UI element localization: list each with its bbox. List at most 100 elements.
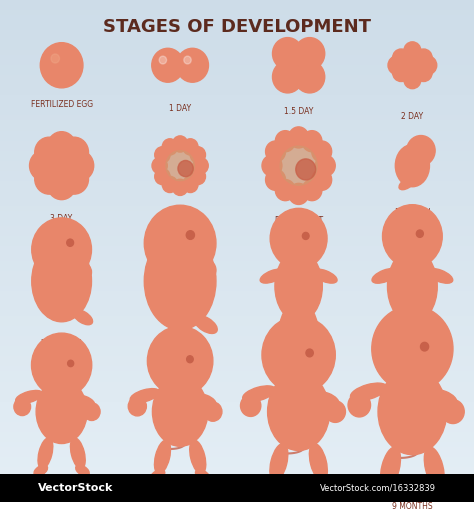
Bar: [0, 221, 474, 226]
Bar: [0, 492, 474, 497]
Circle shape: [193, 157, 208, 174]
Bar: [0, 0, 474, 5]
Ellipse shape: [381, 447, 401, 489]
Text: 3 MONTHS: 3 MONTHS: [160, 339, 201, 348]
Ellipse shape: [372, 268, 398, 283]
Bar: [0, 10, 474, 15]
Bar: [0, 382, 474, 386]
Ellipse shape: [312, 269, 337, 283]
Circle shape: [273, 38, 303, 69]
Text: 7 MONTHS: 7 MONTHS: [160, 487, 201, 496]
Ellipse shape: [275, 251, 322, 321]
Bar: [0, 266, 474, 271]
Bar: [0, 191, 474, 196]
Circle shape: [184, 56, 191, 64]
Circle shape: [52, 155, 71, 176]
Text: 4 DAY: 4 DAY: [169, 214, 191, 223]
Circle shape: [262, 316, 335, 393]
Text: 1 DAY: 1 DAY: [169, 104, 191, 113]
Text: 2 DAY: 2 DAY: [401, 112, 423, 121]
Circle shape: [388, 56, 405, 74]
Circle shape: [392, 63, 410, 82]
Ellipse shape: [36, 380, 87, 444]
Ellipse shape: [243, 386, 275, 402]
Bar: [0, 412, 474, 416]
Circle shape: [51, 54, 60, 63]
Text: VectorStock: VectorStock: [38, 483, 113, 493]
Circle shape: [68, 360, 73, 366]
Circle shape: [416, 230, 423, 238]
Circle shape: [294, 61, 325, 93]
Bar: [0, 416, 474, 422]
Bar: [0, 352, 474, 356]
Circle shape: [392, 49, 410, 67]
Circle shape: [182, 139, 198, 155]
Circle shape: [240, 395, 261, 416]
Circle shape: [265, 169, 285, 190]
Bar: [0, 171, 474, 176]
Circle shape: [152, 49, 184, 82]
Circle shape: [415, 63, 432, 82]
Bar: [0, 160, 474, 166]
Bar: [0, 487, 474, 492]
Circle shape: [312, 169, 332, 190]
Bar: [0, 296, 474, 301]
Bar: [0, 201, 474, 206]
Bar: [0, 291, 474, 296]
Circle shape: [315, 155, 335, 176]
Bar: [0, 286, 474, 291]
Bar: [0, 206, 474, 211]
Circle shape: [35, 137, 64, 168]
Circle shape: [29, 150, 58, 181]
Bar: [0, 130, 474, 135]
Ellipse shape: [194, 315, 217, 334]
Text: FERTILIZED EGG: FERTILIZED EGG: [30, 100, 93, 109]
Circle shape: [67, 239, 73, 246]
Ellipse shape: [399, 178, 414, 190]
Ellipse shape: [395, 145, 429, 187]
Ellipse shape: [75, 396, 95, 408]
Circle shape: [190, 169, 206, 184]
Bar: [0, 482, 474, 487]
Circle shape: [404, 71, 421, 89]
Ellipse shape: [375, 343, 381, 354]
Bar: [0, 402, 474, 407]
Bar: [0, 226, 474, 231]
Bar: [0, 96, 474, 100]
Ellipse shape: [310, 444, 328, 481]
Bar: [0, 467, 474, 472]
Circle shape: [60, 137, 89, 168]
Bar: [0, 231, 474, 236]
Bar: [0, 246, 474, 251]
Circle shape: [35, 164, 64, 194]
Bar: [0, 437, 474, 442]
Circle shape: [348, 393, 371, 417]
Circle shape: [147, 327, 213, 396]
Bar: [0, 55, 474, 60]
Bar: [0, 65, 474, 71]
Circle shape: [65, 150, 94, 181]
Ellipse shape: [144, 233, 216, 330]
Text: 1 MONTH: 1 MONTH: [394, 208, 430, 217]
Bar: [0, 135, 474, 141]
Circle shape: [302, 179, 322, 201]
Circle shape: [74, 263, 91, 281]
Circle shape: [262, 155, 282, 176]
Bar: [0, 110, 474, 115]
Ellipse shape: [316, 477, 332, 490]
Bar: [0, 427, 474, 432]
Ellipse shape: [150, 470, 165, 481]
Circle shape: [383, 205, 442, 268]
Bar: [0, 452, 474, 457]
Circle shape: [47, 169, 76, 200]
Circle shape: [83, 403, 100, 421]
Ellipse shape: [38, 438, 53, 469]
Bar: [0, 100, 474, 105]
Ellipse shape: [71, 438, 85, 469]
Bar: [0, 40, 474, 45]
Circle shape: [128, 397, 146, 416]
Bar: [0, 336, 474, 341]
Bar: [0, 361, 474, 366]
Text: 8 MONTHS: 8 MONTHS: [278, 495, 319, 503]
Circle shape: [420, 342, 428, 351]
